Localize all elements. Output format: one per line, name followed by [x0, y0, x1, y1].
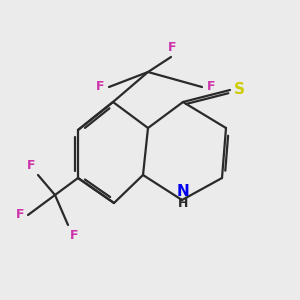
Text: H: H — [178, 196, 189, 210]
Text: N: N — [177, 184, 190, 199]
Text: F: F — [96, 80, 104, 94]
Text: F: F — [16, 208, 24, 221]
Text: F: F — [168, 41, 177, 54]
Text: F: F — [206, 80, 215, 94]
Text: F: F — [70, 229, 78, 242]
Text: F: F — [26, 159, 35, 172]
Text: S: S — [234, 82, 245, 98]
